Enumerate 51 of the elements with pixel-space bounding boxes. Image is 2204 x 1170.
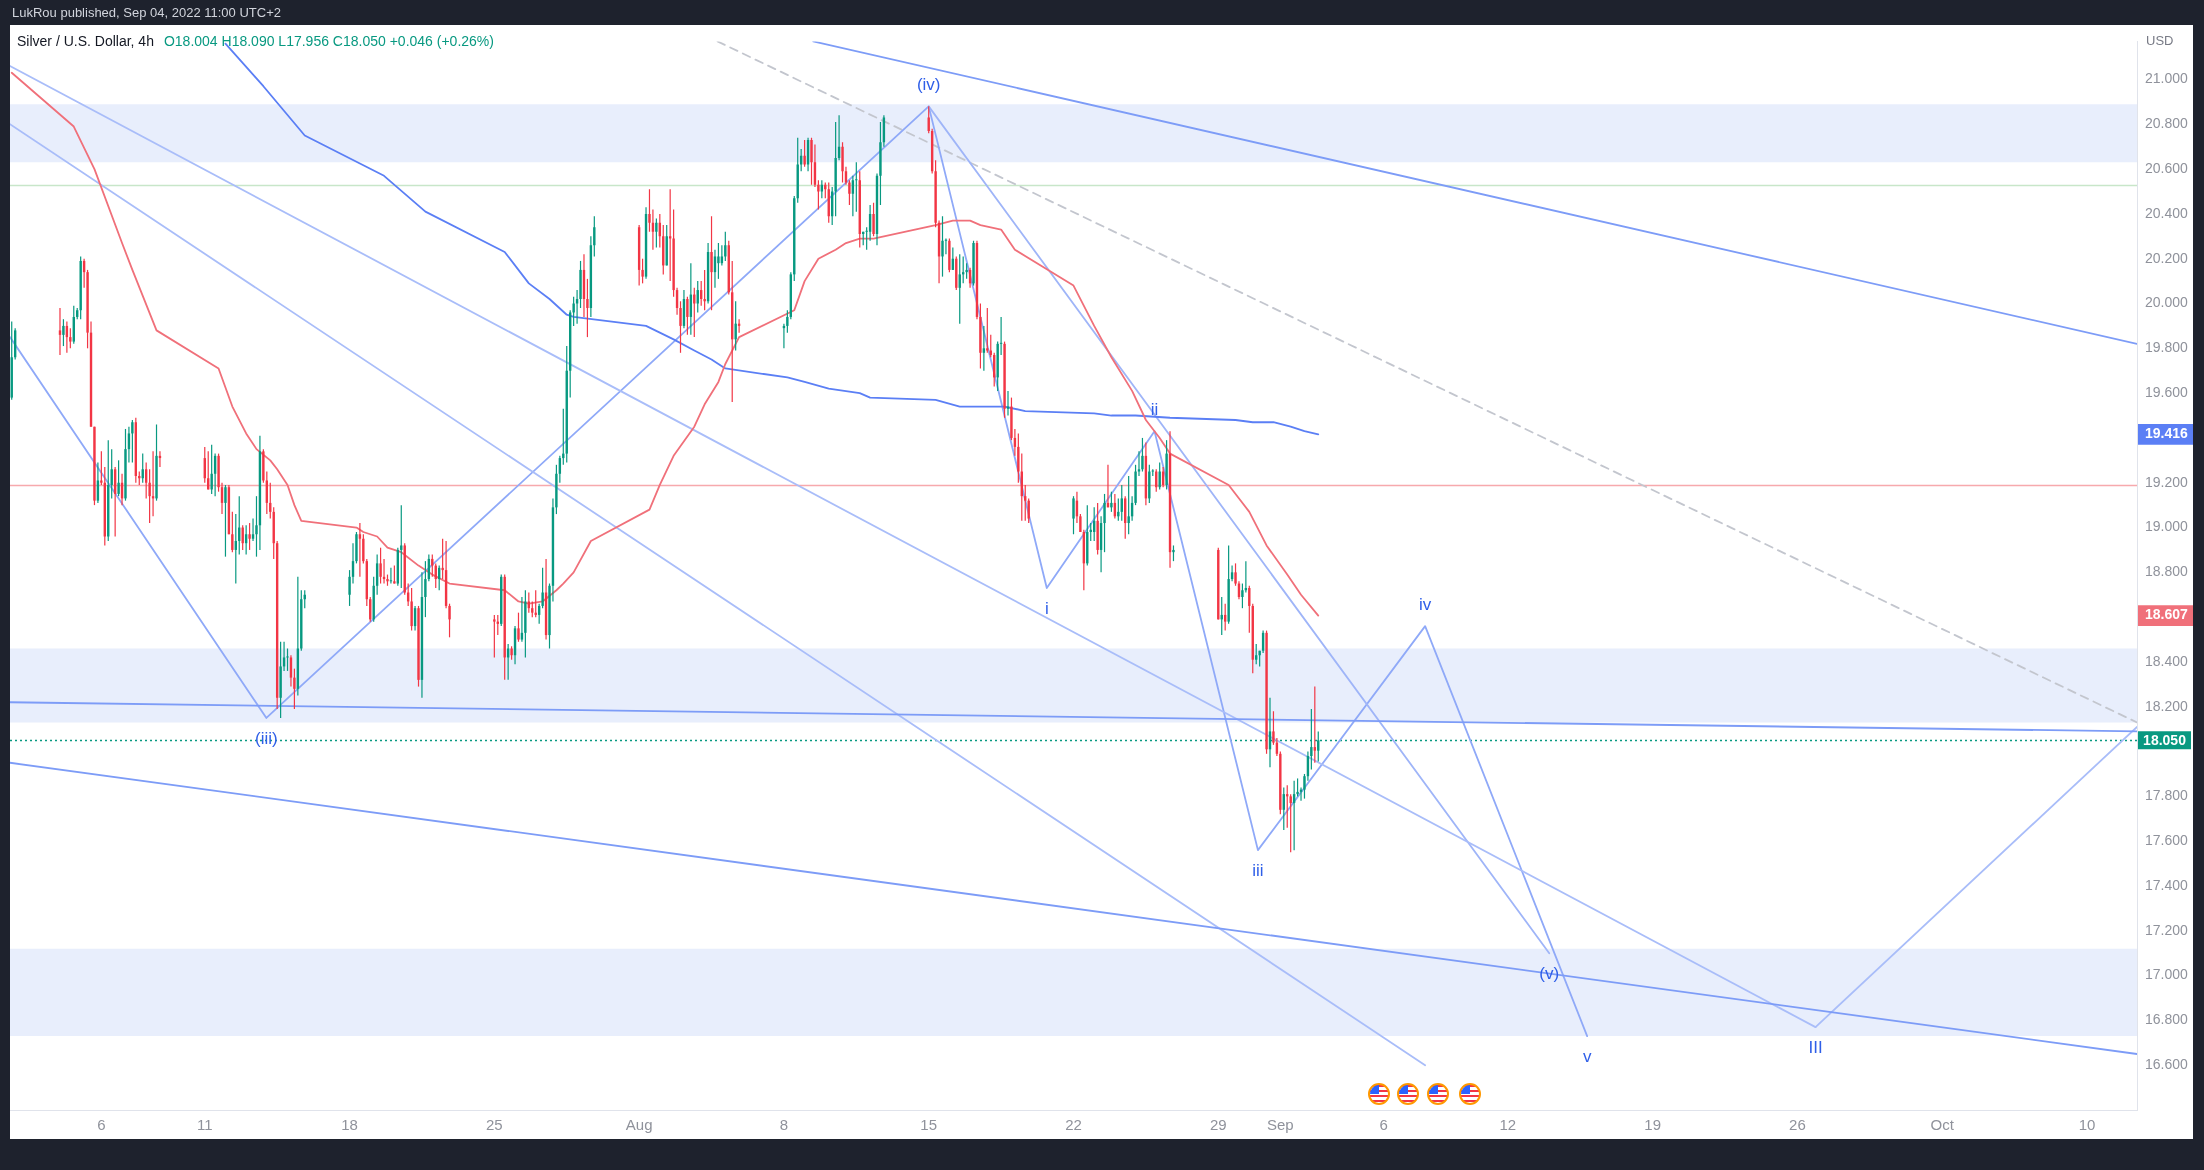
y-tick-label: 18.800 bbox=[2145, 563, 2189, 580]
y-tick-label: 21.000 bbox=[2145, 70, 2189, 87]
x-tick-label: Sep bbox=[1266, 1116, 1294, 1134]
annotation: ii bbox=[1150, 399, 1159, 419]
x-tick-label: 11 bbox=[196, 1116, 213, 1134]
x-tick-label: 18 bbox=[341, 1116, 358, 1134]
x-tick-label: 25 bbox=[486, 1116, 503, 1134]
y-tick-label: 16.800 bbox=[2145, 1011, 2189, 1028]
y-tick-label: 19.600 bbox=[2145, 383, 2189, 400]
y-tick-label: 19.800 bbox=[2145, 339, 2189, 356]
x-tick-label: 12 bbox=[1499, 1116, 1517, 1134]
y-tick-label: 20.400 bbox=[2145, 204, 2189, 221]
x-tick-label: 22 bbox=[1065, 1116, 1082, 1134]
y-tick-label: 20.000 bbox=[2145, 294, 2189, 311]
x-tick-label: 10 bbox=[2078, 1116, 2096, 1134]
y-tick-label: 20.800 bbox=[2145, 115, 2189, 132]
y-tick-label: 19.000 bbox=[2145, 518, 2189, 535]
x-tick-label: 6 bbox=[97, 1116, 106, 1134]
y-tick-label: 17.400 bbox=[2145, 876, 2189, 893]
annotation: III bbox=[1808, 1037, 1823, 1057]
annotation: (iii) bbox=[255, 728, 278, 748]
x-tick-label: 6 bbox=[1379, 1116, 1388, 1134]
chart-title: Silver / U.S. Dollar, 4h bbox=[17, 33, 154, 49]
y-tick-label: 19.416 bbox=[2145, 425, 2189, 442]
y-tick-label: 17.800 bbox=[2145, 787, 2189, 804]
x-tick-label: 8 bbox=[779, 1116, 789, 1134]
y-axis-title: USD bbox=[2146, 33, 2174, 48]
x-tick-label: Aug bbox=[625, 1116, 653, 1134]
y-tick-label: 18.607 bbox=[2145, 606, 2189, 623]
annotation: (iv) bbox=[916, 75, 941, 95]
annotation: iii bbox=[1252, 860, 1264, 880]
y-tick-label: 19.200 bbox=[2145, 473, 2189, 490]
y-tick-label: 20.600 bbox=[2145, 159, 2189, 176]
x-tick-label: Oct bbox=[1930, 1116, 1955, 1134]
y-tick-label: 20.200 bbox=[2145, 249, 2189, 266]
y-tick-label: 16.600 bbox=[2145, 1056, 2189, 1073]
y-tick-label: 17.200 bbox=[2145, 921, 2189, 938]
annotation: v bbox=[1582, 1046, 1592, 1066]
x-tick-label: 19 bbox=[1644, 1116, 1661, 1134]
y-tick-label: 18.200 bbox=[2145, 697, 2189, 714]
annotation: i bbox=[1044, 598, 1049, 618]
y-tick-label: 17.600 bbox=[2145, 832, 2189, 849]
annotation: iv bbox=[1418, 594, 1432, 614]
ref-line-label: 18.050 bbox=[2143, 732, 2187, 749]
x-tick-label: 15 bbox=[920, 1116, 938, 1134]
chart-subtitle: O18.004 H18.090 L17.956 C18.050 +0.046 (+0.26%) bbox=[163, 33, 494, 49]
x-tick-label: 29 bbox=[1209, 1116, 1227, 1134]
x-tick-label: 26 bbox=[1789, 1116, 1806, 1134]
y-tick-label: 17.000 bbox=[2145, 966, 2189, 983]
y-tick-label: 18.400 bbox=[2145, 652, 2189, 669]
text: LukRou published, Sep 04, 2022 11:00 UTC+2 bbox=[12, 5, 281, 20]
